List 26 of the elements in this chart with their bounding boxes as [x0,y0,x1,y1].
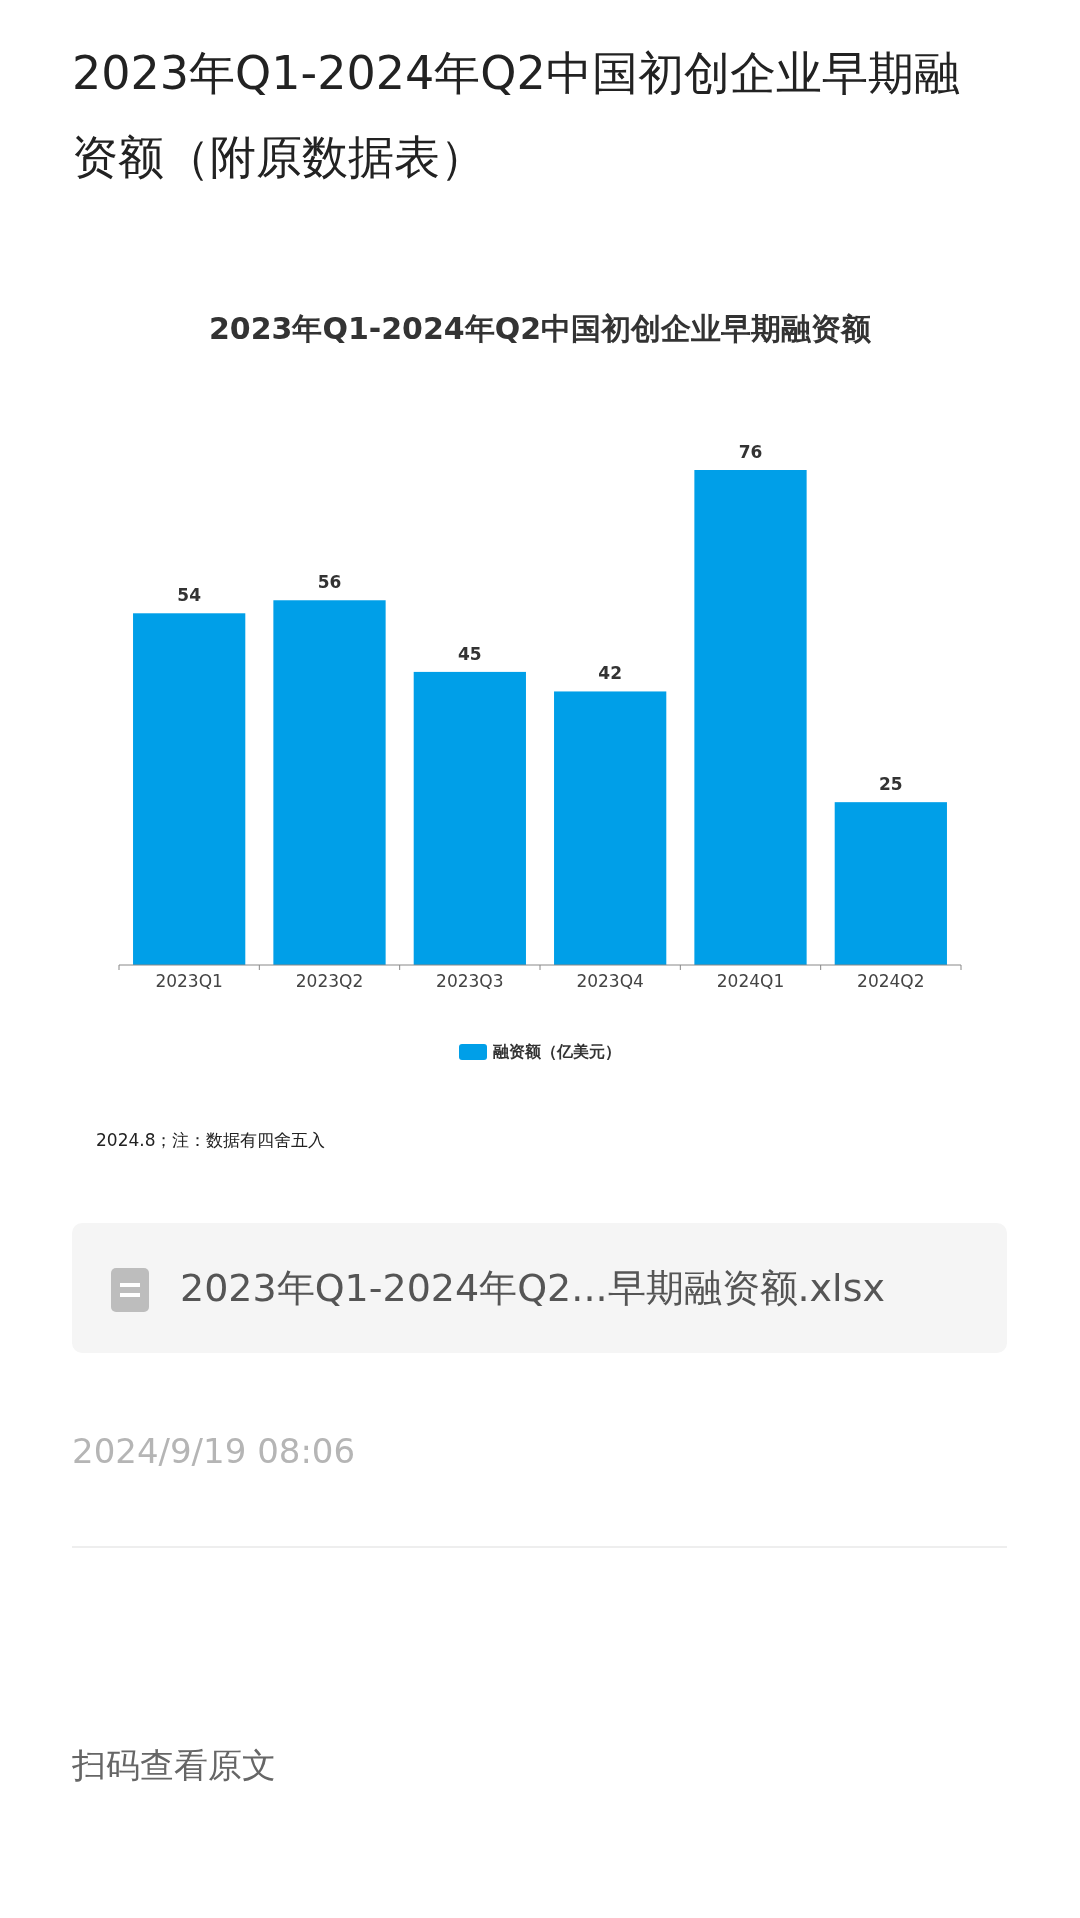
data-label: 54 [177,585,202,606]
chart-subtitle: 2023年Q1-2024年Q2中国初创企业早期融资额 [208,310,872,346]
bar [554,691,667,965]
data-label: 42 [598,663,622,684]
x-tick-label: 2024Q1 [716,971,785,991]
bar [694,470,807,965]
legend-label: 融资额（亿美元） [493,1041,621,1061]
data-label: 25 [879,774,903,795]
bar [133,613,246,965]
chart-title: 2023年Q1-2024年Q2中国初创企业早期融资额（附原数据表） [72,45,960,184]
x-tick-label: 2023Q3 [436,971,504,991]
x-tick-label: 2024Q2 [857,971,925,991]
legend: 融资额（亿美元） [459,1041,621,1061]
x-tick-label: 2023Q2 [295,971,364,991]
data-label: 56 [317,572,342,593]
text: 2024.8；注：数据有四舍五入 [96,1130,326,1150]
text: 扫码查看原文 [71,1744,276,1785]
bar [834,802,947,965]
x-tick-label: 2023Q1 [155,971,223,991]
text: 2023年Q1-2024年Q2...早期融资额.xlsx [180,1265,885,1310]
data-label: 45 [458,643,482,664]
x-tick-label: 2023Q4 [576,971,644,991]
data-label: 76 [738,442,763,462]
bar [273,600,386,965]
text: 2024/9/19 08:06 [72,1430,356,1471]
bar [413,671,526,965]
